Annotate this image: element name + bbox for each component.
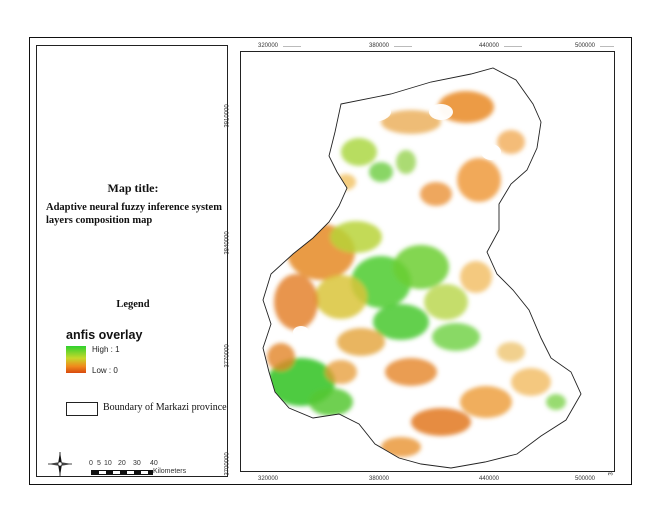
x-tick-top xyxy=(600,46,614,47)
y-label-left-3840000: 3840000 xyxy=(224,231,231,255)
layer-name: anfis overlay xyxy=(66,328,143,342)
x-tick-top xyxy=(394,46,412,47)
province-boundary xyxy=(262,67,582,469)
ramp-low-label: Low : 0 xyxy=(92,366,118,375)
x-label-top-380000: 380000 xyxy=(369,43,390,49)
scale-label-40: 40 xyxy=(150,460,158,467)
boundary-swatch xyxy=(66,402,98,416)
suitability-raster xyxy=(263,68,581,468)
map-subtitle: Adaptive neural fuzzy inference system l… xyxy=(46,202,222,226)
legend-heading: Legend xyxy=(116,299,150,310)
boundary-label: Boundary of Markazi province xyxy=(103,402,227,413)
x-tick-top xyxy=(283,46,301,47)
scale-label-20: 20 xyxy=(118,460,126,467)
y-label-left-3700000: 3700000 xyxy=(224,452,231,476)
scale-unit: Kilometers xyxy=(153,468,187,475)
x-tick-top xyxy=(504,46,522,47)
color-ramp xyxy=(66,346,86,373)
x-label-top-500000: 500000 xyxy=(575,43,596,49)
ramp-high-label: High : 1 xyxy=(92,345,120,354)
scale-label-10: 10 xyxy=(104,460,112,467)
scale-bar: 0 5 10 20 30 40 Kilometers xyxy=(89,460,199,480)
province-map xyxy=(262,67,582,469)
scale-label-5: 5 xyxy=(97,460,101,467)
x-label-bottom-440000: 440000 xyxy=(479,476,500,482)
y-label-left-3770000: 3770000 xyxy=(224,344,231,368)
legend-panel: Map title: Adaptive neural fuzzy inferen… xyxy=(36,45,228,477)
y-label-left-3910000: 3910000 xyxy=(224,104,231,128)
x-label-bottom-320000: 320000 xyxy=(258,476,279,482)
map-canvas xyxy=(240,51,615,472)
map-title: Map title: xyxy=(107,181,159,195)
scale-bar-segments xyxy=(91,470,153,475)
x-label-top-440000: 440000 xyxy=(479,43,500,49)
scale-label-0: 0 xyxy=(89,460,93,467)
x-label-top-320000: 320000 xyxy=(258,43,279,49)
scale-label-30: 30 xyxy=(133,460,141,467)
x-label-bottom-500000: 500000 xyxy=(575,476,596,482)
x-label-bottom-380000: 380000 xyxy=(369,476,390,482)
compass-rose-icon xyxy=(48,452,72,476)
